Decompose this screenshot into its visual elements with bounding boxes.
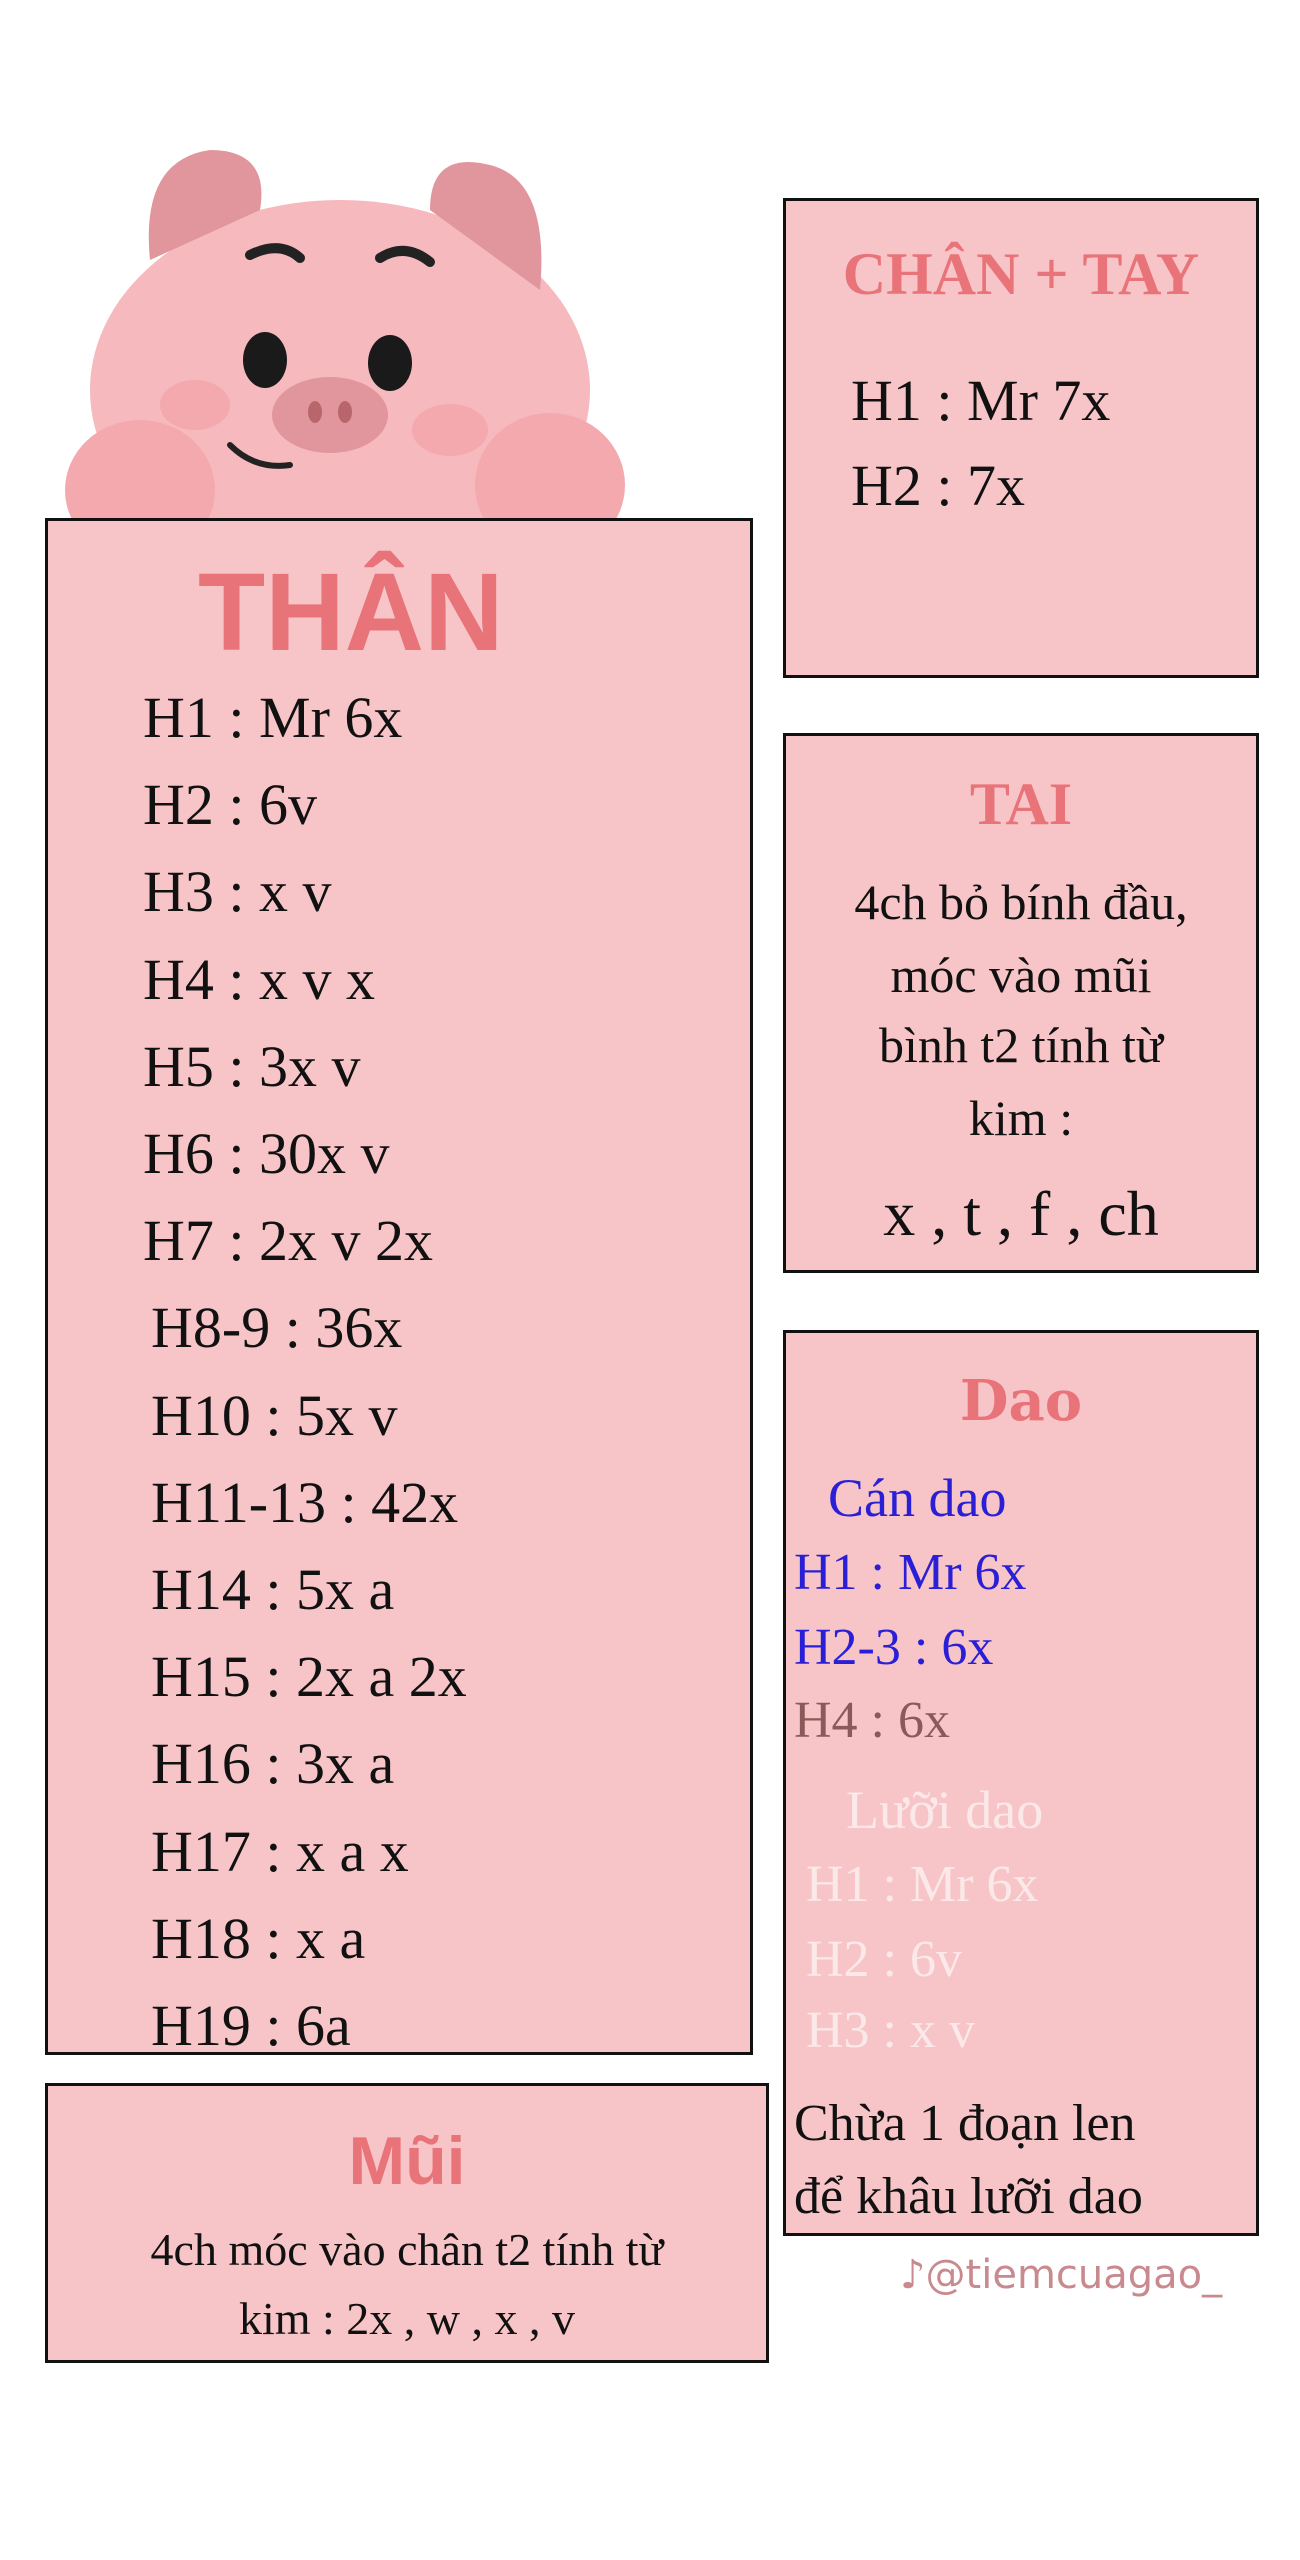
tai-panel: TAI 4ch bỏ bính đầu, móc vào mũi bình t2… [783,733,1259,1273]
luoi-dao-row: H2 : 6v [806,1931,962,1988]
luoi-dao-row: H1 : Mr 6x [806,1856,1039,1913]
can-dao-title: Cán dao [828,1468,1007,1528]
tiktok-icon: ♪ [900,2252,926,2298]
than-row: H19 : 6a [151,1993,351,2058]
tai-line: 4ch bỏ bính đầu, [854,874,1188,930]
dao-note: để khâu lưỡi dao [794,2168,1143,2225]
than-panel: THÂN H1 : Mr 6x H2 : 6v H3 : x v H4 : x v x… [45,518,753,2058]
than-row: H16 : 3x a [151,1731,395,1797]
than-row: H5 : 3x v [143,1033,361,1099]
can-dao-row: H2-3 : 6x [794,1619,994,1676]
luoi-dao-row: H3 : x v [806,2002,975,2059]
can-dao-row: H4 : 6x [794,1692,950,1749]
than-row: H17 : x a x [151,1818,409,1884]
chan-tay-row: H2 : 7x [851,453,1025,518]
than-row: H10 : 5x v [151,1382,398,1448]
chan-tay-panel: CHÂN + TAY H1 : Mr 7x H2 : 7x [783,198,1259,678]
can-dao-row: H1 : Mr 6x [794,1544,1027,1601]
than-row: H11-13 : 42x [151,1469,459,1535]
tai-line: bình t2 tính từ [878,1017,1164,1073]
tai-title: TAI [969,771,1073,837]
mui-panel: Mũi 4ch móc vào chân t2 tính từ kim : 2x… [45,2083,769,2363]
chan-tay-title: CHÂN + TAY [842,241,1200,307]
than-row: H18 : x a [151,1905,366,1971]
than-row: H1 : Mr 6x [143,685,403,750]
than-row: H3 : x v [143,859,332,925]
watermark: ♪@tiemcuagao_ [900,2250,1222,2300]
chan-tay-row: H1 : Mr 7x [851,368,1111,433]
than-row: H14 : 5x a [151,1557,395,1622]
mui-line: 4ch móc vào chân t2 tính từ [150,2224,664,2275]
dao-title: Dao [959,1368,1083,1434]
tai-line: kim : [968,1090,1074,1146]
mui-line: kim : 2x , w , x , v [238,2293,576,2344]
dao-note: Chừa 1 đoạn len [794,2095,1136,2152]
dao-panel: Dao Cán dao H1 : Mr 6x H2-3 : 6x H4 : 6x… [783,1330,1259,2236]
than-row: H6 : 30x v [143,1121,390,1186]
tai-line: móc vào mũi [890,947,1152,1003]
than-title: THÂN [198,551,504,674]
watermark-handle: @tiemcuagao_ [925,2252,1223,2298]
than-row: H4 : x v x [143,946,375,1012]
pig-illustration [65,150,625,560]
tai-stitches: x , t , f , ch [883,1178,1159,1249]
than-row: H15 : 2x a 2x [151,1644,467,1710]
than-row: H2 : 6v [143,772,317,838]
than-row: H8-9 : 36x [151,1295,403,1361]
mui-title: Mũi [348,2123,466,2199]
luoi-dao-title: Lưỡi dao [846,1780,1044,1840]
than-row: H7 : 2x v 2x [143,1208,433,1274]
